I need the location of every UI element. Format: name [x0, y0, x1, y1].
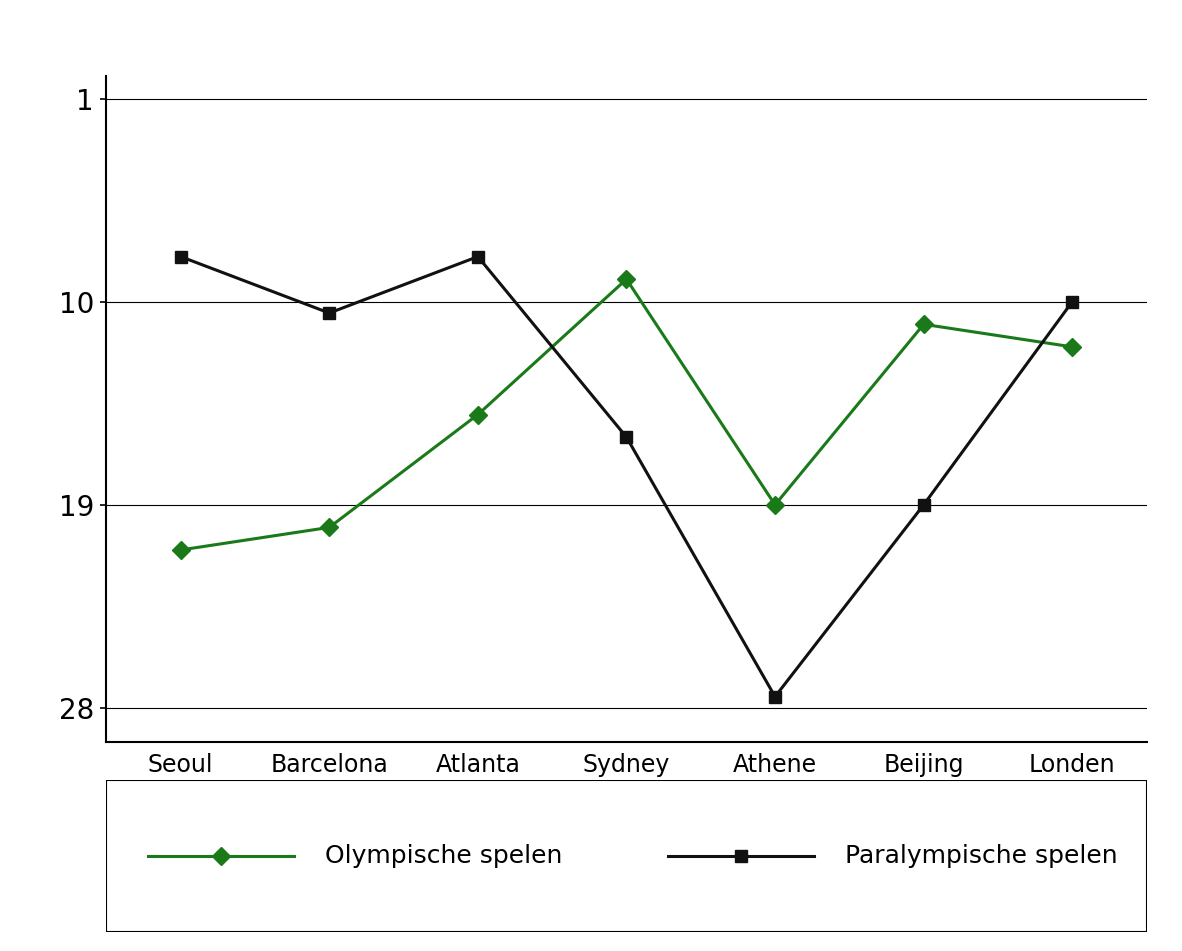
Text: Olympische spelen: Olympische spelen [325, 844, 563, 868]
FancyBboxPatch shape [106, 780, 1147, 932]
Text: Paralympische spelen: Paralympische spelen [845, 844, 1117, 868]
